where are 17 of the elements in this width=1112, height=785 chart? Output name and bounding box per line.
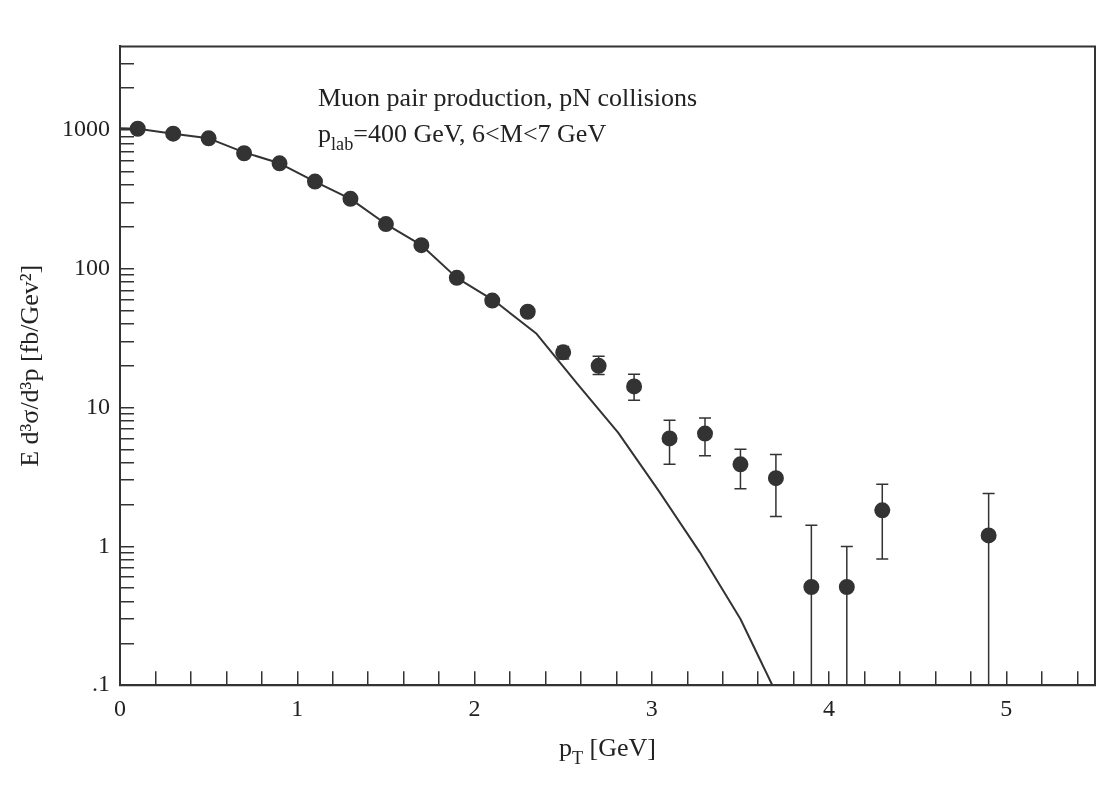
point <box>980 527 997 544</box>
y-tick-label: .1 <box>92 670 110 697</box>
y-axis-title: E d³σ/d³p [fb/Gev²] <box>15 264 44 467</box>
y-tick-label: 1000 <box>62 115 110 142</box>
point <box>874 502 891 519</box>
x-tick-label: 0 <box>114 694 126 721</box>
point <box>803 578 820 595</box>
y-tick-label: 10 <box>86 392 110 419</box>
x-tick-label: 1 <box>291 694 304 721</box>
annotation: Muon pair production, pN collisions <box>318 83 698 113</box>
y-tick-label: 1 <box>98 531 110 558</box>
point <box>519 303 536 320</box>
x-tick-label: 2 <box>468 694 481 721</box>
y-tick-label: 100 <box>74 254 110 281</box>
x-tick-label: 3 <box>645 694 658 721</box>
x-tick-label: 5 <box>1000 694 1013 721</box>
x-tick-label: 4 <box>823 694 836 721</box>
